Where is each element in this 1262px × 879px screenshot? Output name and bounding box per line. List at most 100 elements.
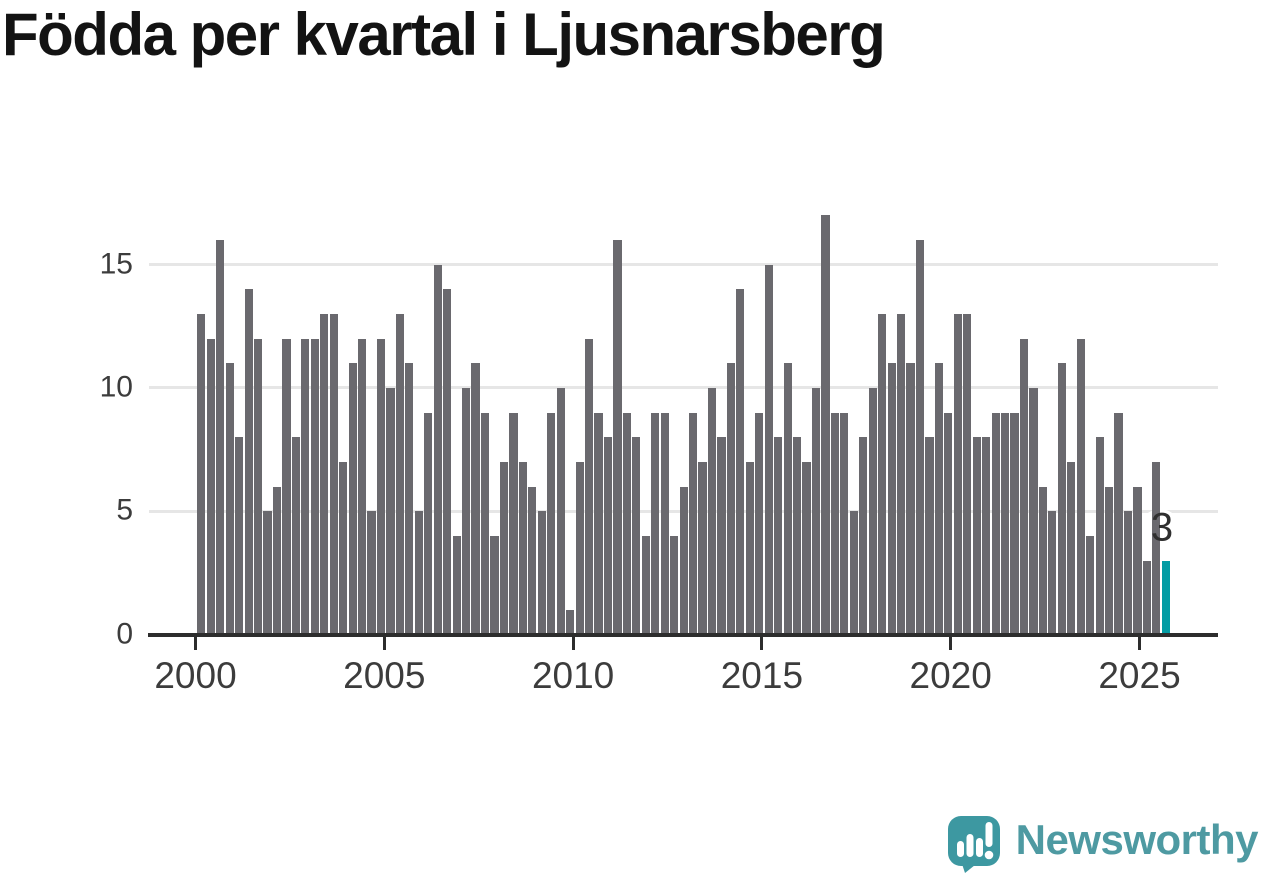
bar <box>272 486 282 635</box>
bar <box>405 363 414 635</box>
y-axis-label: 15 <box>99 246 133 280</box>
bar <box>603 437 613 635</box>
x-axis-label: 2005 <box>343 655 426 696</box>
newsworthy-logo: Newsworthy <box>947 815 1259 873</box>
bar <box>480 412 490 635</box>
bar <box>736 289 745 635</box>
x-axis-tick <box>194 637 197 650</box>
bar <box>1095 437 1104 635</box>
logo-bar-icon <box>956 841 964 857</box>
bar <box>358 338 367 635</box>
bar <box>1029 387 1038 635</box>
bar <box>1010 412 1019 635</box>
gridline <box>149 263 1218 267</box>
bar <box>944 412 953 635</box>
bar <box>206 338 215 635</box>
bar <box>301 338 310 635</box>
bar <box>887 363 896 635</box>
bar <box>707 387 717 635</box>
bar <box>395 313 405 635</box>
bar <box>263 511 272 635</box>
bar <box>584 338 594 635</box>
highlight-value-label: 3 <box>1150 505 1174 550</box>
bar <box>745 461 754 635</box>
bar <box>329 313 338 635</box>
bar <box>216 239 225 635</box>
x-axis-tick <box>1138 637 1141 650</box>
bar <box>1152 461 1161 635</box>
bar <box>1114 412 1123 635</box>
bar <box>452 535 461 635</box>
bar <box>1142 560 1151 635</box>
x-axis-tick <box>571 637 575 650</box>
bar <box>896 313 906 635</box>
bar <box>518 461 527 635</box>
logo-exclamation-dot <box>984 850 993 860</box>
bar <box>367 511 376 635</box>
bar <box>566 609 575 635</box>
bar <box>414 511 423 635</box>
bar <box>244 289 253 635</box>
bar <box>925 437 934 635</box>
x-axis-label: 2000 <box>154 655 237 696</box>
bar <box>291 437 301 635</box>
gridline <box>149 386 1218 390</box>
bar <box>320 313 329 635</box>
bar <box>1076 338 1085 635</box>
bar <box>991 412 1000 635</box>
bar <box>698 461 707 635</box>
bar <box>509 412 518 635</box>
bar <box>225 363 234 635</box>
bar <box>679 486 688 635</box>
x-axis-line <box>148 633 1218 637</box>
bar <box>792 437 802 635</box>
bar <box>641 535 650 635</box>
bar <box>764 264 773 635</box>
y-axis-label: 0 <box>116 616 133 650</box>
bar <box>547 412 556 635</box>
bar <box>1067 461 1076 635</box>
bar <box>1000 412 1010 635</box>
bar <box>830 412 839 635</box>
x-axis-label: 2010 <box>531 655 615 696</box>
bar <box>622 412 631 635</box>
bar <box>821 215 830 635</box>
bar <box>726 363 735 635</box>
bar <box>840 412 849 635</box>
bar <box>537 511 546 635</box>
bar <box>613 239 622 635</box>
x-axis-tick <box>382 637 386 650</box>
logo-exclamation-icon <box>985 822 993 847</box>
bar <box>688 412 698 635</box>
x-axis-label: 2025 <box>1098 655 1181 696</box>
bar <box>1038 486 1047 635</box>
bar <box>433 264 442 635</box>
logo-bar-icon <box>975 838 983 857</box>
bar <box>575 461 584 635</box>
bar <box>963 313 972 635</box>
highlighted-bar <box>1161 560 1170 635</box>
bar <box>594 412 603 635</box>
bar <box>783 363 792 635</box>
bar <box>660 412 669 635</box>
bar <box>632 437 641 635</box>
bar <box>859 437 868 635</box>
chart-title: Födda per kvartal i Ljusnarsberg <box>2 1 886 68</box>
bar <box>953 313 962 635</box>
bar <box>282 338 291 635</box>
bar <box>348 363 357 635</box>
x-axis-tick <box>949 637 953 650</box>
newsworthy-logo-text: Newsworthy <box>1015 816 1259 863</box>
bar <box>802 461 811 635</box>
bar <box>774 437 783 635</box>
bar <box>339 461 348 635</box>
bar <box>386 387 395 635</box>
bar <box>1104 486 1114 635</box>
bar <box>528 486 537 635</box>
bar <box>811 387 821 635</box>
bar <box>254 338 263 635</box>
bar <box>376 338 386 635</box>
bar <box>443 289 452 635</box>
bar <box>915 239 925 635</box>
